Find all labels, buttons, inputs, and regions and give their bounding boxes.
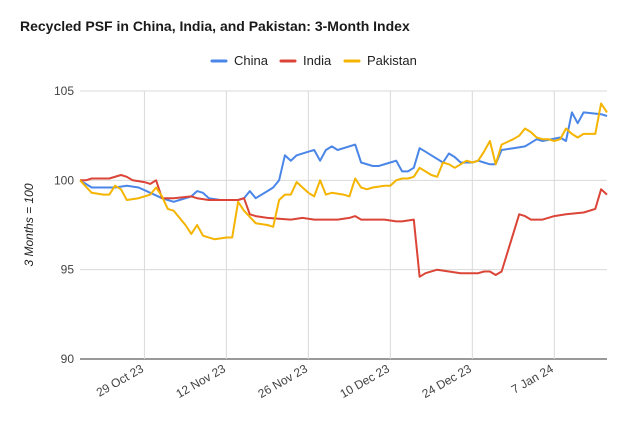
gridlines [80, 90, 607, 360]
y-tick-label: 90 [61, 352, 75, 366]
legend-label-india: India [303, 53, 332, 68]
x-tick-label: 12 Nov 23 [174, 361, 229, 401]
x-tick-label: 10 Dec 23 [337, 361, 392, 401]
y-axis-label: 3 Months = 100 [22, 183, 36, 266]
y-tick-label: 100 [54, 173, 74, 187]
chart-title: Recycled PSF in China, India, and Pakist… [20, 18, 410, 34]
series-lines [79, 102, 608, 278]
series-line-india [80, 174, 608, 278]
x-tick-label: 26 Nov 23 [255, 361, 310, 401]
x-tick-label: 24 Dec 23 [419, 361, 474, 401]
y-tick-label: 95 [61, 263, 75, 277]
series-line-pakistan [79, 102, 608, 241]
y-tick-labels: 90 95 100 105 [54, 84, 74, 366]
legend: China India Pakistan [210, 53, 417, 68]
y-tick-label: 105 [54, 84, 74, 98]
x-tick-label: 29 Oct 23 [94, 361, 146, 399]
x-tick-label: 7 Jan 24 [509, 361, 556, 396]
legend-label-pakistan: Pakistan [367, 53, 417, 68]
legend-label-china: China [234, 53, 269, 68]
x-tick-labels: 29 Oct 23 12 Nov 23 26 Nov 23 10 Dec 23 24 D… [94, 361, 556, 401]
